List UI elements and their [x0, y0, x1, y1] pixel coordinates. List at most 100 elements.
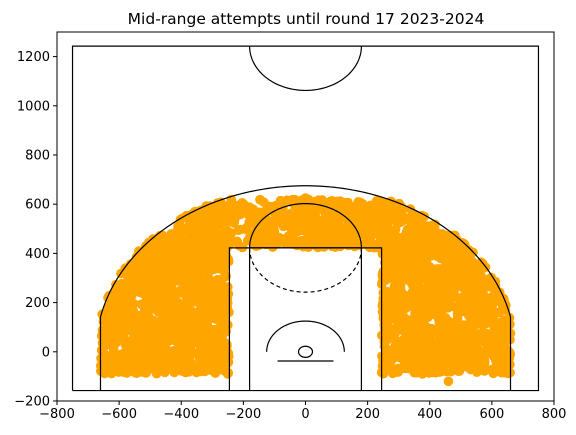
scatter-point [143, 326, 153, 336]
scatter-point [378, 271, 388, 281]
y-tick-label: 600 [25, 198, 50, 213]
scatter-point [126, 265, 136, 275]
scatter-point [406, 336, 416, 346]
scatter-point [480, 300, 490, 310]
scatter-point [386, 350, 396, 360]
scatter-point [176, 315, 186, 325]
scatter-point [185, 353, 195, 363]
scatter-point [426, 251, 436, 261]
scatter-point [141, 349, 151, 359]
scatter-point [139, 357, 149, 367]
scatter-point [133, 349, 143, 359]
scatter-point [406, 277, 416, 287]
scatter-point [205, 365, 215, 375]
scatter-point [391, 341, 401, 351]
scatter-point [157, 364, 167, 374]
y-tick-label: 0 [42, 345, 50, 360]
x-tick-label: −600 [101, 407, 137, 422]
scatter-point [444, 345, 454, 355]
scatter-point [240, 200, 250, 210]
scatter-point [159, 298, 169, 308]
scatter-point [211, 226, 221, 236]
scatter-point [443, 366, 453, 376]
scatter-point [185, 306, 195, 316]
scatter-point [453, 309, 463, 319]
scatter-point [444, 246, 454, 256]
chart-title: Mid-range attempts until round 17 2023-2… [128, 10, 485, 28]
scatter-point [201, 214, 211, 224]
x-tick-label: 600 [479, 407, 504, 422]
scatter-point [399, 259, 409, 269]
y-axis: −200 0 200 400 600 800 1000 1200 [14, 50, 57, 409]
scatter-point [190, 297, 200, 307]
scatter-point [128, 339, 138, 349]
scatter-point [416, 360, 426, 370]
x-tick-label: −200 [226, 407, 262, 422]
scatter-point [204, 285, 214, 295]
scatter-point [425, 306, 435, 316]
scatter-point [453, 244, 463, 254]
scatter-point [150, 317, 160, 327]
y-tick-label: 400 [25, 247, 50, 262]
scatter-point [288, 195, 298, 205]
scatter-point [387, 325, 397, 335]
scatter-point [465, 269, 475, 279]
scatter-point [311, 241, 321, 251]
scatter-point [135, 283, 145, 293]
scatter-point [203, 299, 213, 309]
scatter-point [435, 307, 445, 317]
scatter-point [345, 225, 355, 235]
scatter-point [163, 265, 173, 275]
scatter-point [432, 269, 442, 279]
scatter-point [197, 306, 207, 316]
scatter-point [403, 352, 413, 362]
scatter-point [208, 329, 218, 339]
scatter-point [354, 197, 364, 207]
scatter-point [144, 254, 154, 264]
scatter-point [183, 335, 193, 345]
scatter-point [178, 256, 188, 266]
scatter-point [210, 338, 220, 348]
scatter-point [124, 355, 134, 365]
scatter-point [403, 225, 413, 235]
scatter-point [423, 329, 433, 339]
scatter-point [383, 292, 393, 302]
y-tick-label: 1200 [17, 50, 50, 65]
scatter-point [206, 238, 216, 248]
scatter-point [444, 357, 454, 367]
scatter-point [318, 220, 328, 230]
scatter-point [497, 317, 507, 327]
scatter-point [297, 236, 307, 246]
scatter-point [183, 268, 193, 278]
scatter-point [198, 233, 208, 243]
scatter-point [488, 333, 498, 343]
y-tick-label: 1000 [17, 99, 50, 114]
scatter-point [356, 214, 366, 224]
scatter-point [473, 262, 483, 272]
paint-inner [250, 248, 362, 391]
scatter-point [421, 294, 431, 304]
scatter-point [213, 279, 223, 289]
scatter-point [444, 377, 454, 387]
x-tick-label: 400 [417, 407, 442, 422]
scatter-point [327, 236, 337, 246]
scatter-point [456, 276, 466, 286]
y-tick-label: −200 [14, 395, 50, 410]
scatter-point [319, 231, 329, 241]
scatter-point [196, 354, 206, 364]
scatter-point [429, 279, 439, 289]
scatter-point [141, 296, 151, 306]
scatter-point [161, 276, 171, 286]
scatter-point [501, 344, 511, 354]
scatter-point [454, 335, 464, 345]
scatter-point [393, 364, 403, 374]
scatter-point [301, 193, 311, 203]
scatter-point [102, 367, 112, 377]
free-throw-circle-bottom [250, 248, 362, 292]
scatter-point [419, 284, 429, 294]
scatter-point [253, 208, 263, 218]
x-tick-label: 800 [542, 407, 567, 422]
scatter-point [463, 360, 473, 370]
scatter-point [152, 238, 162, 248]
scatter-point [292, 225, 302, 235]
